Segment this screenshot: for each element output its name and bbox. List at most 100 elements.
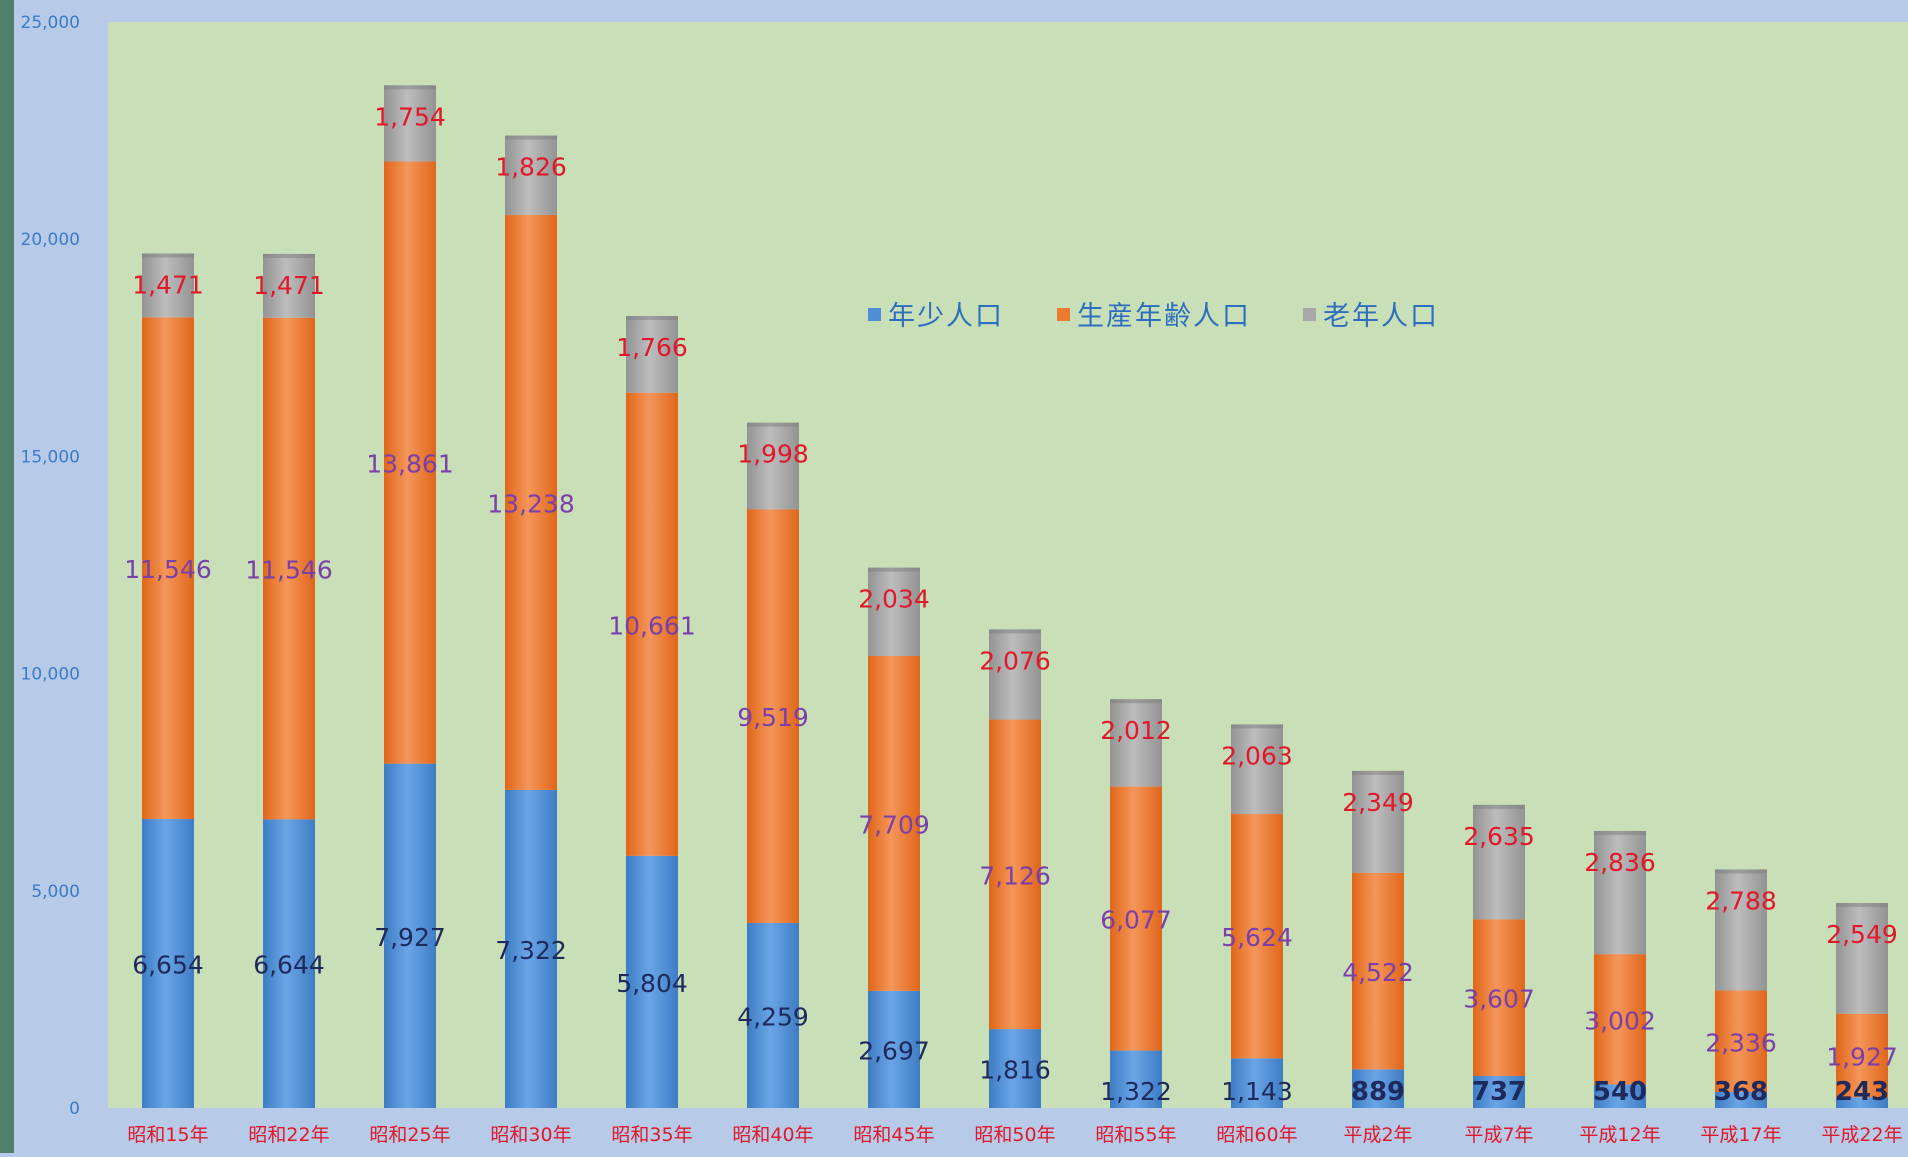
value-label: 1,322 xyxy=(1100,1077,1172,1106)
value-label: 2,034 xyxy=(858,585,930,614)
bar-segment xyxy=(1352,770,1404,873)
bar-segment xyxy=(1110,1050,1162,1108)
bar-segment xyxy=(1836,1013,1888,1098)
value-label: 6,077 xyxy=(1100,906,1172,935)
value-label: 5,624 xyxy=(1221,923,1293,952)
category-label: 昭和60年 xyxy=(1216,1124,1297,1146)
value-label: 1,816 xyxy=(979,1056,1051,1085)
category-label: 昭和55年 xyxy=(1095,1124,1176,1146)
y-tick-label: 25,000 xyxy=(21,13,80,33)
bar-segment xyxy=(1231,814,1283,1059)
bar-segment xyxy=(868,990,920,1108)
value-label: 13,238 xyxy=(487,489,574,518)
bar-segment xyxy=(1231,724,1283,815)
bar-segment xyxy=(142,317,194,819)
bar-segment xyxy=(1594,954,1646,1085)
value-label: 6,644 xyxy=(253,951,325,980)
value-label: 1,471 xyxy=(132,270,204,299)
bar-segment xyxy=(1594,830,1646,955)
bar-cap xyxy=(1715,869,1767,874)
bar-segment xyxy=(868,567,920,656)
bar-segment xyxy=(263,253,315,318)
legend-label: 生産年齢人口 xyxy=(1077,301,1251,332)
value-label: 7,322 xyxy=(495,936,567,965)
value-label: 1,998 xyxy=(737,440,809,469)
value-label: 6,654 xyxy=(132,950,204,979)
bar-segment xyxy=(747,509,799,923)
bar-cap xyxy=(142,253,194,258)
value-label: 1,766 xyxy=(616,333,688,362)
bar-cap xyxy=(626,316,678,321)
value-label: 3,607 xyxy=(1463,985,1535,1014)
value-label: 2,788 xyxy=(1705,886,1777,915)
value-label: 2,336 xyxy=(1705,1028,1777,1057)
bar-cap xyxy=(263,253,315,258)
legend-swatch xyxy=(868,308,881,321)
value-label: 2,697 xyxy=(858,1036,930,1065)
legend-label: 老年人口 xyxy=(1323,301,1439,332)
bar-segment xyxy=(868,655,920,991)
value-label: 2,349 xyxy=(1342,788,1414,817)
bar-cap xyxy=(1110,699,1162,704)
bar-segment xyxy=(1473,1075,1525,1108)
category-label: 昭和30年 xyxy=(490,1124,571,1146)
bar-segment xyxy=(1594,1084,1646,1108)
value-label: 4,259 xyxy=(737,1002,809,1031)
value-label: 2,549 xyxy=(1826,920,1898,949)
legend-label: 年少人口 xyxy=(888,301,1004,332)
bar-segment xyxy=(989,719,1041,1030)
value-label: 7,126 xyxy=(979,861,1051,890)
value-label: 1,754 xyxy=(374,102,446,131)
category-label: 平成12年 xyxy=(1579,1124,1660,1146)
x-axis: 昭和15年 昭和22年 昭和25年 昭和30年 昭和35年 昭和40年 昭和45年 昭和50年… xyxy=(127,1124,1902,1146)
bar-segment xyxy=(626,316,678,393)
bar-segment xyxy=(747,422,799,510)
category-label: 平成17年 xyxy=(1700,1124,1781,1146)
y-tick-label: 15,000 xyxy=(21,447,80,467)
value-labels: 6,654 11,546 1,471 6,644 11,546 1,471 7,927 13,… xyxy=(124,102,1898,1107)
bar-segment xyxy=(263,317,315,820)
bar-segment xyxy=(384,85,436,162)
value-label: 1,826 xyxy=(495,153,567,182)
bar-segment xyxy=(1110,786,1162,1051)
value-label: 3,002 xyxy=(1584,1006,1656,1035)
bar-segment xyxy=(142,253,194,318)
bar-cap xyxy=(1473,804,1525,809)
bar-segment xyxy=(989,1029,1041,1108)
bar-segment xyxy=(1231,1058,1283,1108)
value-label: 2,836 xyxy=(1584,848,1656,877)
legend-swatch xyxy=(1057,308,1070,321)
value-label: 1,927 xyxy=(1826,1043,1898,1072)
bar-cap xyxy=(505,135,557,140)
left-edge-strip xyxy=(0,0,14,1153)
category-label: 昭和25年 xyxy=(369,1124,450,1146)
bar-segment xyxy=(1352,872,1404,1070)
category-label: 昭和22年 xyxy=(248,1124,329,1146)
y-axis: 0 5,000 10,000 15,000 20,000 25,000 xyxy=(21,13,80,1119)
bars xyxy=(142,85,1888,1108)
category-label: 平成22年 xyxy=(1821,1124,1902,1146)
category-label: 昭和40年 xyxy=(732,1124,813,1146)
value-label: 1,471 xyxy=(253,271,325,300)
value-label: 11,546 xyxy=(245,556,332,585)
bar-cap xyxy=(1231,724,1283,729)
category-label: 平成2年 xyxy=(1343,1124,1412,1146)
bar-segment xyxy=(505,789,557,1108)
value-label: 2,635 xyxy=(1463,822,1535,851)
value-label: 737 xyxy=(1472,1077,1526,1107)
bar-segment xyxy=(1836,903,1888,1014)
bar-segment xyxy=(747,922,799,1108)
bar-segment xyxy=(1715,1092,1767,1108)
bar-segment xyxy=(1473,804,1525,920)
bar-segment xyxy=(989,629,1041,720)
value-label: 7,927 xyxy=(374,923,446,952)
bar-cap xyxy=(1836,903,1888,908)
legend: 年少人口 生産年齢人口 老年人口 xyxy=(868,301,1439,332)
value-label: 7,709 xyxy=(858,810,930,839)
bar-cap xyxy=(747,422,799,427)
bar-segment xyxy=(626,855,678,1108)
bar-cap xyxy=(1594,830,1646,835)
y-tick-label: 20,000 xyxy=(21,230,80,250)
bar-segment xyxy=(384,763,436,1108)
